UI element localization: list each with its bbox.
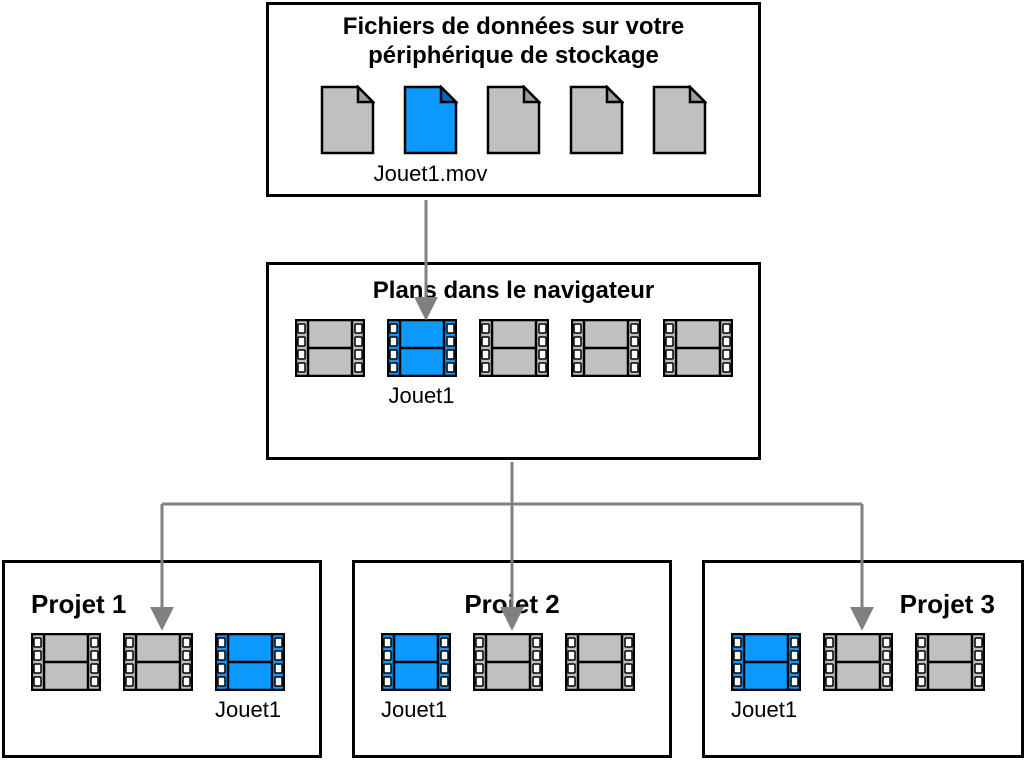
clip-icon	[123, 633, 193, 696]
project-1-title: Projet 1	[31, 589, 126, 620]
clip-icon	[663, 319, 733, 382]
storage-files-row: Jouet1.mov	[269, 85, 758, 160]
project-box-3: Projet 3 Jouet1	[702, 560, 1024, 758]
file-icon-highlight: Jouet1.mov	[403, 85, 458, 160]
project-3-title: Projet 3	[900, 589, 995, 620]
clip-icon	[915, 633, 985, 696]
storage-title: Fichiers de données sur votre périphériq…	[269, 13, 758, 71]
storage-box: Fichiers de données sur votre périphériq…	[266, 2, 761, 197]
project-3-clips: Jouet1	[731, 633, 985, 696]
clip-icon-highlight: Jouet1	[381, 633, 451, 696]
file-icon	[486, 85, 541, 160]
clip-icon	[473, 633, 543, 696]
clip-icon	[31, 633, 101, 696]
clip-icon	[565, 633, 635, 696]
clip-label: Jouet1	[388, 383, 454, 409]
clip-icon	[823, 633, 893, 696]
browser-title: Plans dans le navigateur	[269, 277, 758, 306]
clip-label: Jouet1	[381, 697, 447, 723]
clip-icon-highlight: Jouet1	[731, 633, 801, 696]
project-1-clips: Jouet1	[31, 633, 285, 696]
clip-icon-highlight: Jouet1	[215, 633, 285, 696]
file-label: Jouet1.mov	[374, 161, 488, 187]
clip-icon	[295, 319, 365, 382]
project-box-1: Projet 1 Jouet1	[2, 560, 322, 758]
clip-label: Jouet1	[215, 697, 281, 723]
browser-clips-row: Jouet1	[269, 319, 758, 382]
project-2-clips: Jouet1	[381, 633, 635, 696]
project-2-title: Projet 2	[355, 589, 669, 620]
file-icon	[652, 85, 707, 160]
project-box-2: Projet 2 Jouet1	[352, 560, 672, 758]
clip-icon	[479, 319, 549, 382]
clip-icon	[571, 319, 641, 382]
clip-icon-highlight: Jouet1	[387, 319, 457, 382]
browser-box: Plans dans le navigateur Jouet1	[266, 262, 761, 460]
file-icon	[569, 85, 624, 160]
file-icon	[320, 85, 375, 160]
clip-label: Jouet1	[731, 697, 797, 723]
